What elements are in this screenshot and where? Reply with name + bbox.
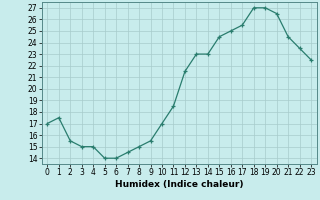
X-axis label: Humidex (Indice chaleur): Humidex (Indice chaleur) xyxy=(115,180,244,189)
